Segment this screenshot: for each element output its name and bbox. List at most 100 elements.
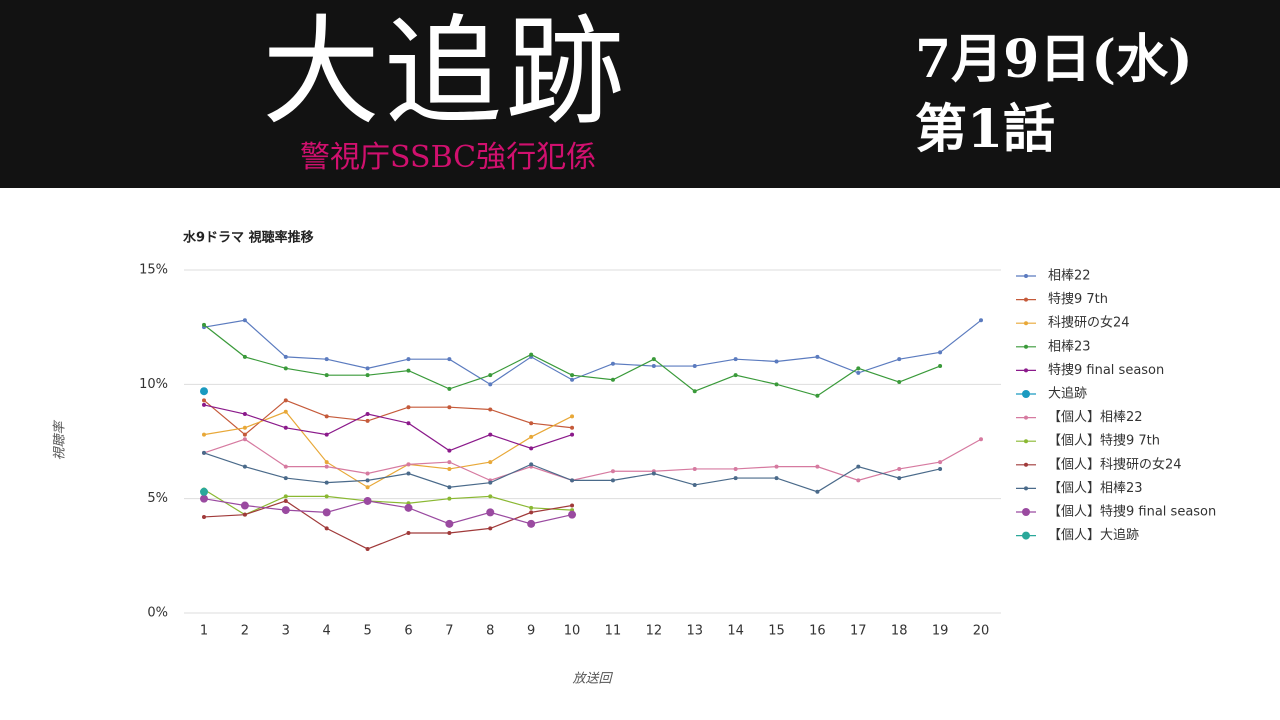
data-point	[527, 519, 536, 528]
data-point	[610, 478, 615, 483]
data-point	[202, 322, 206, 327]
data-point	[529, 352, 534, 357]
data-point	[283, 464, 288, 469]
data-point	[447, 466, 452, 471]
legend-marker	[1024, 462, 1028, 467]
data-point	[365, 412, 370, 417]
data-point	[324, 480, 329, 485]
x-tick-label: 14	[727, 624, 744, 639]
legend-label: 【個人】大追跡	[1048, 527, 1139, 543]
data-point	[363, 496, 372, 505]
legend-marker	[1024, 321, 1028, 326]
legend-marker	[1022, 390, 1030, 398]
data-point	[897, 466, 902, 471]
x-tick-label: 11	[605, 624, 622, 639]
data-point	[324, 494, 329, 499]
x-tick-label: 18	[891, 624, 908, 639]
data-point	[897, 380, 902, 385]
data-point	[938, 466, 943, 471]
data-point	[692, 466, 697, 471]
x-tick-label: 16	[809, 624, 826, 639]
data-point	[488, 526, 493, 531]
data-point	[404, 503, 413, 512]
x-tick-label: 19	[932, 624, 949, 639]
data-point	[815, 489, 820, 494]
air-date: 7月9日(水)	[915, 29, 1193, 90]
data-point	[283, 425, 288, 430]
data-point	[365, 471, 370, 476]
legend-label: 大追跡	[1048, 386, 1087, 402]
x-tick-label: 20	[973, 624, 990, 639]
data-point	[488, 407, 493, 412]
x-tick-label: 3	[282, 624, 290, 639]
data-point	[529, 510, 534, 515]
data-point	[488, 382, 493, 387]
legend-marker	[1024, 368, 1028, 373]
series-line	[203, 452, 941, 493]
data-point	[283, 366, 288, 371]
data-point	[651, 364, 656, 369]
data-point	[283, 354, 288, 359]
data-point	[856, 370, 861, 375]
legend-label: 相棒22	[1048, 269, 1091, 284]
data-point	[324, 414, 329, 419]
legend-label: 【個人】相棒22	[1048, 410, 1143, 425]
data-point	[610, 361, 615, 366]
data-point	[365, 418, 370, 423]
show-title: 大追跡	[262, 3, 629, 141]
data-point	[529, 505, 534, 510]
data-point	[406, 421, 411, 426]
x-tick-label: 5	[363, 624, 371, 639]
x-tick-label: 17	[850, 624, 867, 639]
data-point	[651, 471, 656, 476]
data-point	[447, 357, 452, 362]
data-point	[283, 409, 288, 414]
data-point	[488, 432, 493, 437]
data-point	[447, 530, 452, 535]
data-point	[733, 373, 738, 378]
data-point	[447, 460, 452, 465]
x-axis-label: 放送回	[572, 672, 613, 687]
data-point	[324, 432, 329, 437]
legend-marker	[1022, 508, 1030, 516]
data-point	[324, 460, 329, 465]
y-tick-label: 5%	[147, 491, 168, 506]
data-point	[202, 402, 206, 407]
series-line	[203, 319, 982, 386]
data-point	[406, 530, 411, 535]
y-tick-label: 0%	[147, 606, 168, 621]
legend-marker	[1024, 415, 1028, 420]
y-tick-label: 15%	[139, 263, 168, 278]
data-point	[815, 464, 820, 469]
legend-label: 特捜9 7th	[1048, 292, 1108, 307]
data-point	[570, 425, 575, 430]
legend-label: 【個人】相棒23	[1048, 481, 1143, 496]
data-point	[283, 498, 288, 503]
data-point	[445, 519, 454, 528]
data-point	[570, 478, 575, 483]
data-point	[570, 373, 575, 378]
data-point	[200, 387, 208, 396]
x-tick-label: 1	[200, 624, 208, 639]
series-line	[203, 498, 573, 525]
data-point	[242, 437, 247, 442]
data-point	[488, 373, 493, 378]
data-point	[815, 354, 820, 359]
data-point	[570, 414, 575, 419]
data-point	[447, 386, 452, 391]
data-point	[570, 377, 575, 382]
legend-label: 相棒23	[1048, 339, 1091, 354]
data-point	[242, 425, 247, 430]
legend-label: 【個人】特捜9 7th	[1048, 434, 1160, 449]
data-point	[651, 357, 656, 362]
data-point	[529, 462, 534, 467]
legend-marker	[1024, 274, 1028, 278]
data-point	[774, 464, 779, 469]
data-point	[733, 466, 738, 471]
x-tick-label: 2	[241, 624, 249, 639]
data-point	[365, 485, 370, 490]
legend-marker	[1022, 531, 1030, 540]
header: 大追跡 警視庁SSBC強行犯係 7月9日(水) 第1話	[0, 0, 1280, 188]
legend-marker	[1024, 344, 1028, 349]
data-point	[938, 364, 943, 369]
